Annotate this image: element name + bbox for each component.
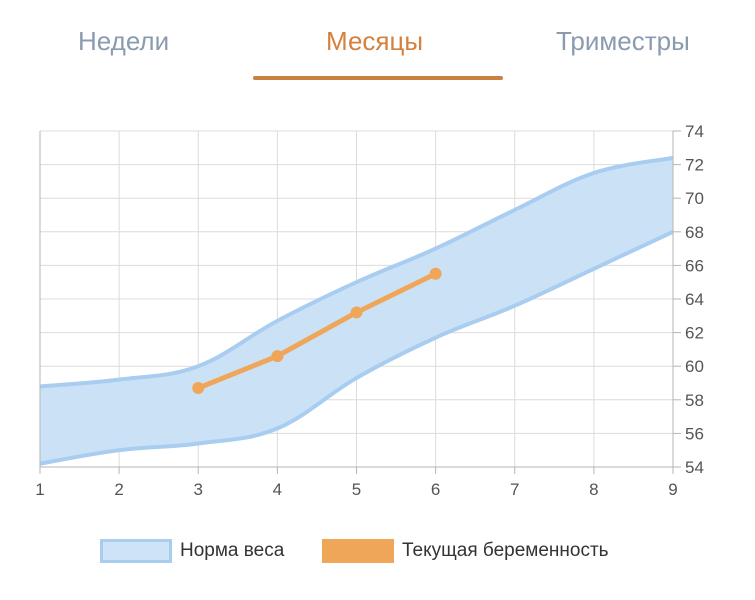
x-tick-label-4: 4 (273, 480, 282, 499)
x-tick-label-9: 9 (668, 480, 677, 499)
current-pregnancy-point-3 (192, 382, 205, 395)
x-tick-label-1: 1 (35, 480, 44, 499)
y-tick-label-58: 58 (685, 391, 704, 410)
x-tick-label-8: 8 (589, 480, 598, 499)
legend-swatch-current (322, 539, 394, 563)
tab-months[interactable]: Месяцы (326, 26, 424, 56)
y-tick-label-54: 54 (685, 458, 704, 477)
legend-label-norm: Норма веса (180, 540, 285, 561)
norm-band-upper-edge (39, 155, 674, 389)
norm-band-lower-edge (39, 229, 674, 466)
y-tick-label-70: 70 (685, 189, 704, 208)
y-tick-label-60: 60 (685, 357, 704, 376)
current-pregnancy-line (195, 271, 439, 391)
y-tick-label-66: 66 (685, 256, 704, 275)
x-tick-label-2: 2 (114, 480, 123, 499)
current-pregnancy-point-5 (350, 306, 363, 319)
y-tick-label-74: 74 (685, 122, 704, 141)
y-tick-label-68: 68 (685, 223, 704, 242)
current-pregnancy-point-6 (429, 267, 442, 280)
y-tick-label-56: 56 (685, 424, 704, 443)
tab-weeks[interactable]: Недели (78, 26, 170, 56)
y-tick-label-62: 62 (685, 324, 704, 343)
legend-swatch-norm (100, 539, 172, 563)
current-pregnancy-point-4 (271, 350, 284, 363)
chart-legend: Норма веса Текущая беременность (0, 535, 755, 575)
tab-trimesters[interactable]: Триместры (556, 26, 690, 56)
legend-item-norm[interactable]: Норма веса (100, 539, 284, 563)
x-tick-label-3: 3 (194, 480, 203, 499)
legend-item-current[interactable]: Текущая беременность (322, 539, 609, 563)
active-tab-indicator (253, 76, 503, 80)
y-tick-label-64: 64 (685, 290, 704, 309)
x-tick-label-6: 6 (431, 480, 440, 499)
x-tick-label-5: 5 (352, 480, 361, 499)
x-tick-label-7: 7 (510, 480, 519, 499)
period-tabs: Недели Месяцы Триместры (0, 0, 755, 100)
y-tick-label-72: 72 (685, 156, 704, 175)
legend-label-current: Текущая беременность (402, 540, 609, 561)
